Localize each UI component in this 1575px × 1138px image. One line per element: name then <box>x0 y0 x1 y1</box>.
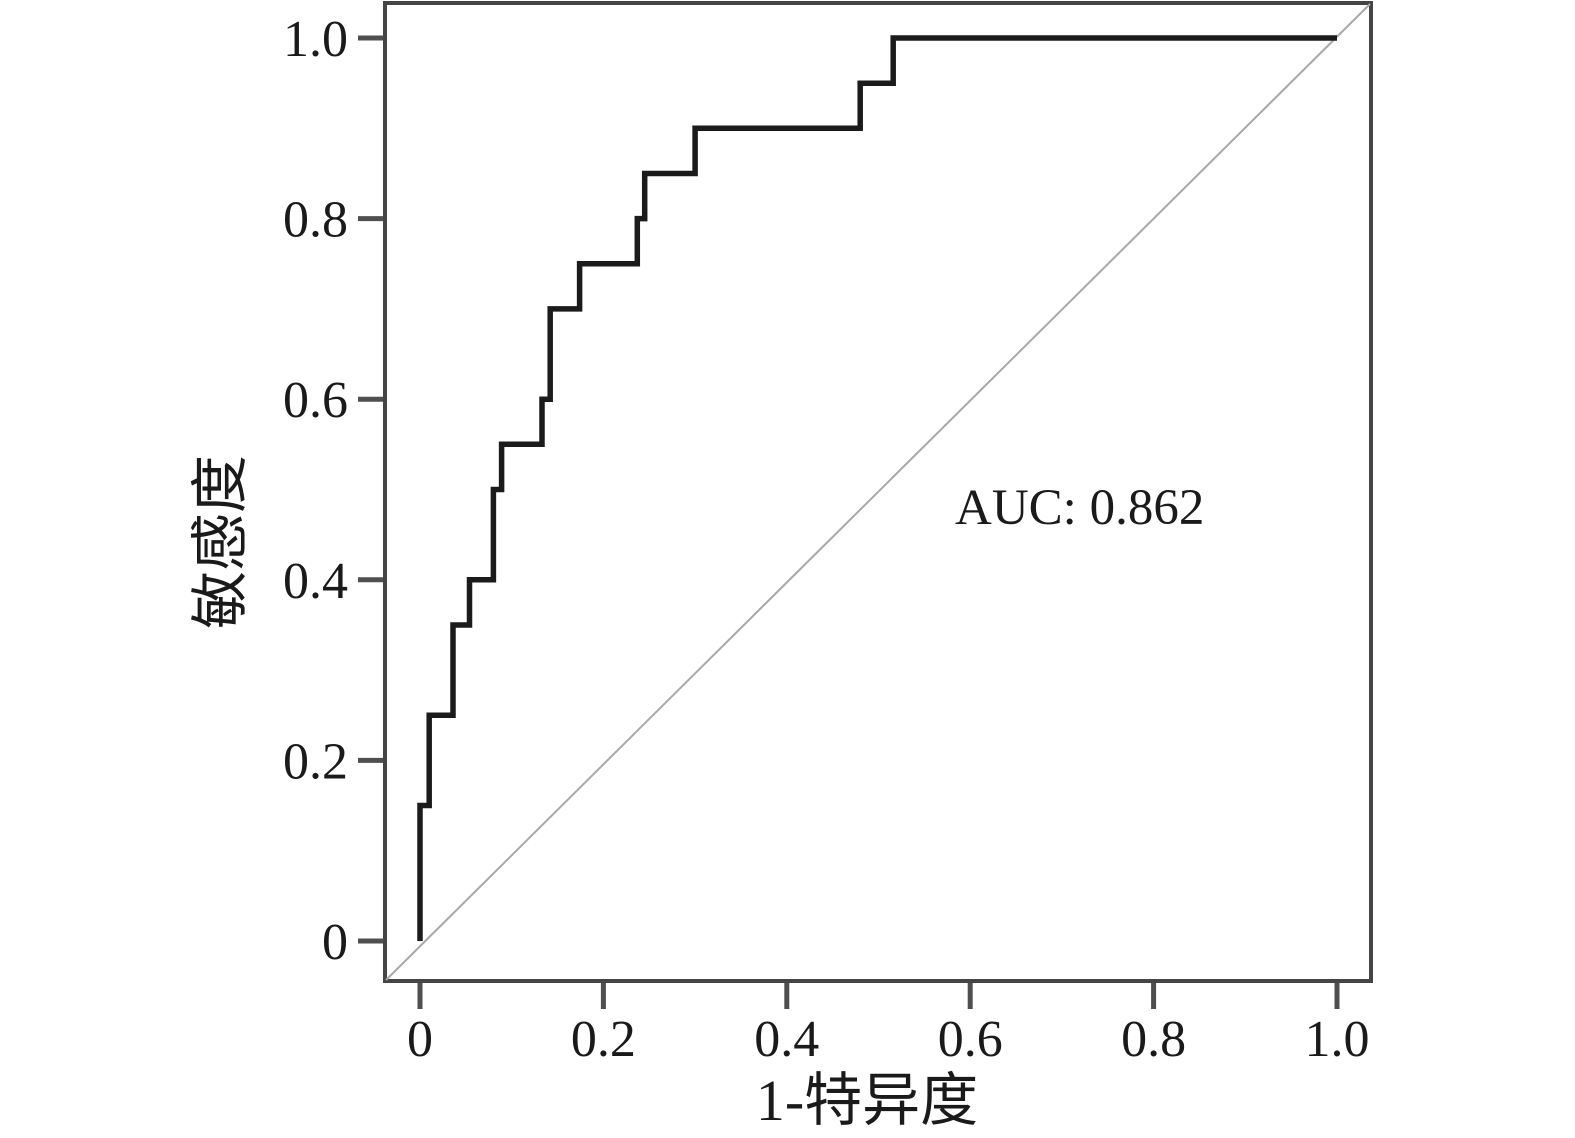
x-axis-title: 1-特异度 <box>756 1068 978 1133</box>
y-tick-label: 0.4 <box>283 553 348 610</box>
x-tick-label: 0.6 <box>938 1011 1003 1068</box>
x-tick-label: 0.2 <box>571 1011 636 1068</box>
y-axis-title: 敏感度 <box>188 455 253 629</box>
x-tick-label: 1.0 <box>1305 1011 1370 1068</box>
y-tick-label: 1.0 <box>283 11 348 68</box>
auc-annotation: AUC: 0.862 <box>955 480 1204 536</box>
x-tick-label: 0.8 <box>1121 1011 1186 1068</box>
roc-curve <box>417 35 1337 941</box>
reference-diagonal <box>385 3 1371 981</box>
x-tick-label: 0 <box>407 1011 433 1068</box>
y-tick-label: 0.6 <box>283 372 348 429</box>
x-tick-label: 0.4 <box>754 1011 819 1068</box>
y-tick-label: 0.8 <box>283 192 348 249</box>
y-tick-label: 0 <box>322 914 348 971</box>
plot-border <box>383 1 1373 983</box>
y-tick-label: 0.2 <box>283 733 348 790</box>
